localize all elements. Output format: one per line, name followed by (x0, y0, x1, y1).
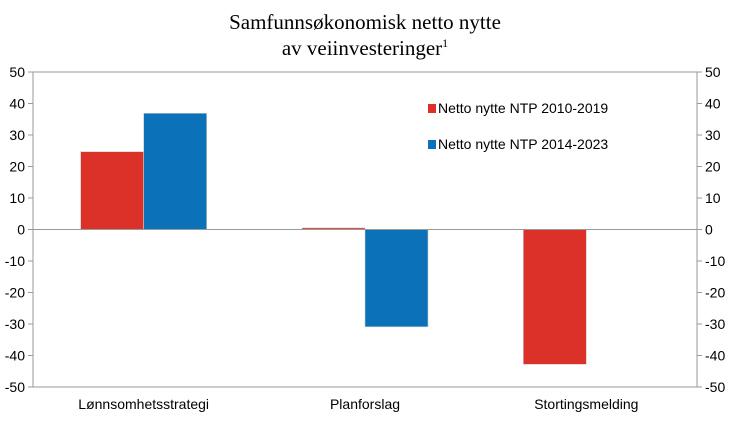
y-tick-label-right: -30 (705, 316, 725, 332)
y-tick-label-right: 0 (705, 222, 713, 238)
legend-swatch-2 (428, 140, 436, 149)
title-footnote: 1 (442, 36, 449, 50)
legend-swatch-1 (428, 104, 436, 113)
y-tick-label-right: -10 (705, 253, 725, 269)
legend-label-2: Netto nytte NTP 2014-2023 (438, 136, 608, 152)
legend-label-1: Netto nytte NTP 2010-2019 (438, 100, 608, 116)
y-tick-label-left: 50 (9, 64, 25, 80)
bar-1 (80, 151, 144, 230)
y-tick-label-left: -30 (5, 316, 25, 332)
x-category-label: Planforslag (330, 396, 400, 412)
chart-title-line1: Samfunnsøkonomisk netto nytte (229, 10, 501, 34)
y-tick-label-left: 10 (9, 190, 25, 206)
y-tick-label-right: -40 (705, 348, 725, 364)
y-tick-label-left: -40 (5, 348, 25, 364)
y-tick-label-right: 50 (705, 64, 721, 80)
y-tick-label-right: -50 (705, 379, 725, 395)
x-category-label: Stortingsmelding (534, 396, 638, 412)
bar-1 (523, 229, 587, 365)
y-tick-label-right: -20 (705, 285, 725, 301)
chart-title-line2: av veiinvesteringer1 (0, 36, 730, 61)
y-tick-label-right: 10 (705, 190, 721, 206)
title-text: av veiinvesteringer (281, 36, 443, 60)
x-category-label: Lønnsomhetsstrategi (78, 396, 209, 412)
y-tick-label-left: -20 (5, 285, 25, 301)
bar-2 (143, 112, 207, 230)
y-tick-label-left: 40 (9, 96, 25, 112)
y-tick-label-right: 20 (705, 159, 721, 175)
y-tick-label-left: 30 (9, 127, 25, 143)
y-tick-label-left: 20 (9, 159, 25, 175)
y-tick-label-right: 30 (705, 127, 721, 143)
y-tick-label-left: -10 (5, 253, 25, 269)
y-tick-label-left: 0 (17, 222, 25, 238)
bar-2 (364, 229, 429, 328)
y-tick-label-left: -50 (5, 379, 25, 395)
y-tick-label-right: 40 (705, 96, 721, 112)
